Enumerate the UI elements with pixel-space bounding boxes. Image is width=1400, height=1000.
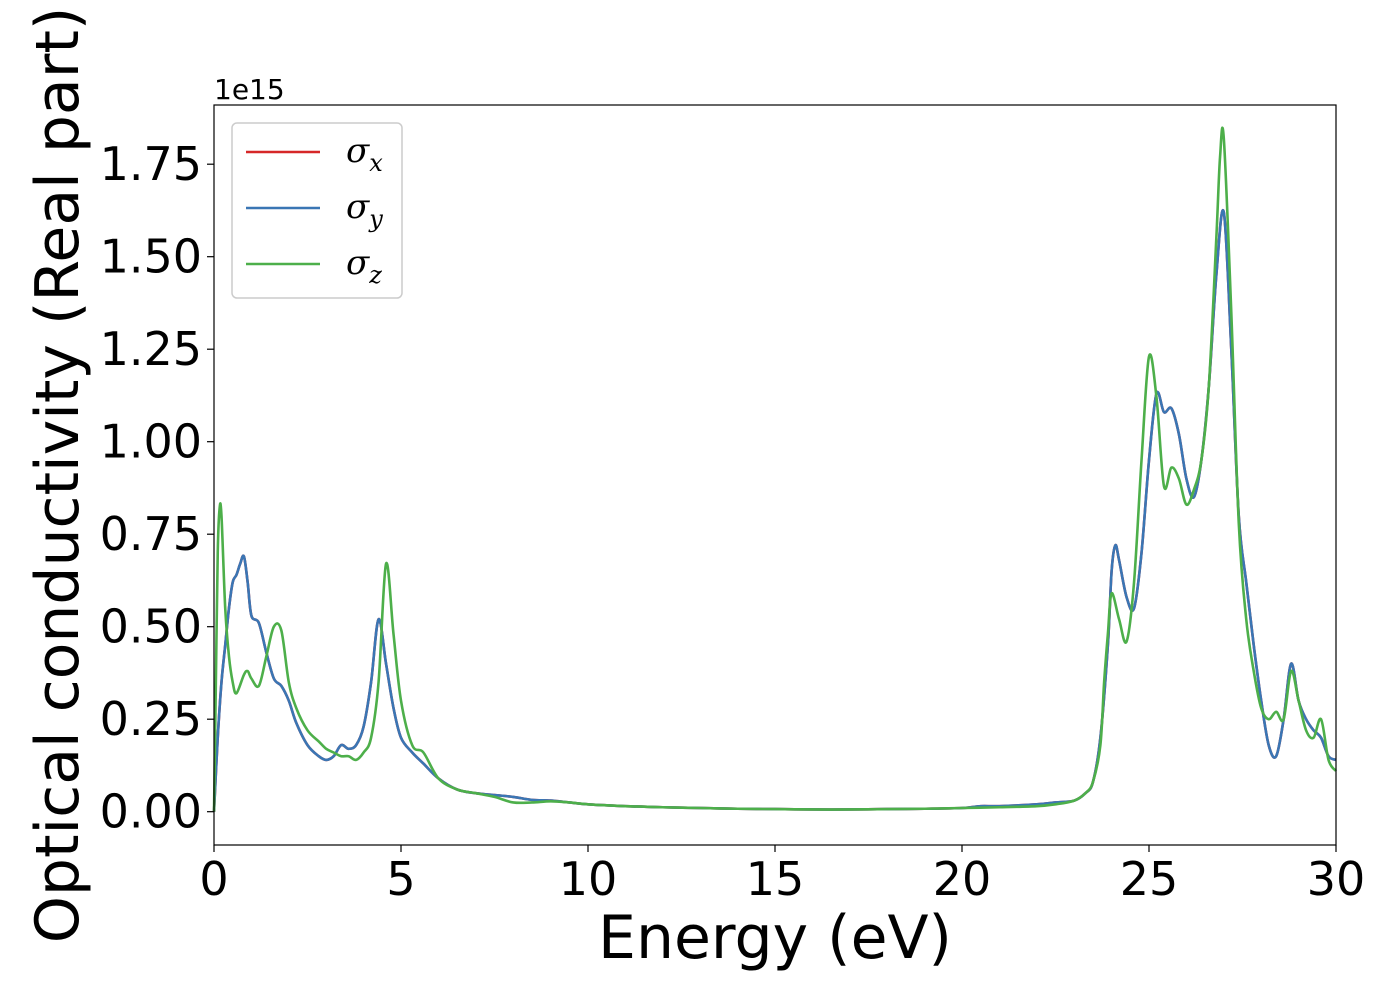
- legend-label-z: σz: [346, 243, 382, 289]
- series-layer: [212, 126, 1338, 812]
- x-tick-label: 5: [386, 852, 415, 906]
- y-tick-label: 1.00: [100, 415, 202, 469]
- x-tick-label: 25: [1120, 852, 1179, 906]
- y-axis: 0.00 0.25 0.50 0.75 1.00 1.25 1.50 1.75: [100, 137, 214, 839]
- y-tick-label: 0.75: [100, 507, 202, 561]
- x-tick-label: 20: [933, 852, 992, 906]
- y-tick-label: 1.25: [100, 322, 202, 376]
- y-offset-label: 1e15: [214, 73, 285, 106]
- y-tick-label: 1.50: [100, 230, 202, 284]
- x-tick-label: 15: [746, 852, 805, 906]
- x-tick-label: 30: [1307, 852, 1366, 906]
- x-axis: 0 5 10 15 20 25 30: [199, 845, 1365, 906]
- x-tick-label: 0: [199, 852, 228, 906]
- y-axis-label: Optical conductivity (Real part): [23, 7, 93, 944]
- y-tick-label: 0.50: [100, 600, 202, 654]
- y-tick-label: 0.00: [100, 785, 202, 839]
- x-axis-label: Energy (eV): [598, 903, 952, 973]
- series-line-z: [212, 126, 1338, 812]
- legend: σx σy σz: [231, 122, 403, 299]
- x-tick-label: 10: [559, 852, 618, 906]
- legend-frame: [231, 122, 403, 299]
- y-tick-label: 1.75: [100, 137, 202, 191]
- legend-label-y: σy: [346, 187, 383, 233]
- legend-label-x: σx: [346, 131, 383, 177]
- y-tick-label: 0.25: [100, 692, 202, 746]
